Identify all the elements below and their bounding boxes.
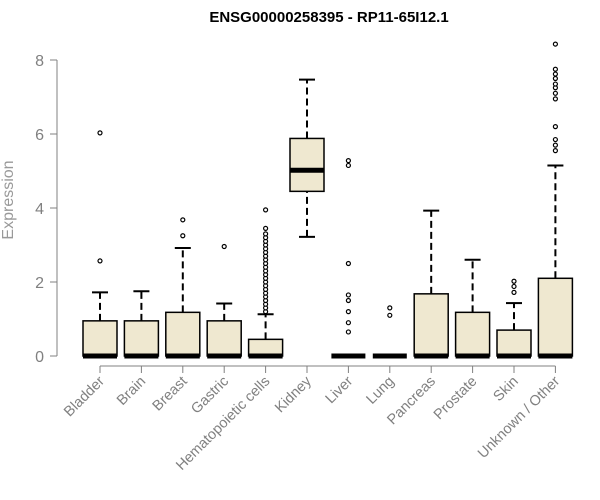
box-iqr — [82, 320, 118, 357]
outlier-point — [263, 225, 269, 231]
box-iqr — [537, 277, 574, 357]
outlier-point — [552, 41, 559, 47]
outlier-point — [552, 136, 559, 143]
outlier-point — [345, 158, 351, 164]
outlier-point — [345, 297, 351, 304]
outlier-point — [345, 162, 351, 169]
box-bladder — [82, 130, 118, 359]
box-series — [82, 41, 574, 359]
outlier-point — [511, 278, 517, 284]
outlier-point — [552, 75, 559, 82]
box-gastric — [206, 243, 242, 359]
box-prostate — [454, 258, 491, 359]
box-unknown-other — [537, 41, 574, 359]
box-pancreas — [413, 209, 449, 359]
box-iqr — [413, 293, 449, 357]
box-iqr — [289, 137, 325, 193]
x-tick-label: Breast — [150, 374, 191, 415]
box-lung — [372, 305, 407, 359]
box-iqr — [496, 329, 532, 357]
outlier-point — [387, 305, 393, 311]
outlier-point — [552, 96, 559, 102]
outlier-point — [511, 283, 517, 290]
box-skin — [496, 278, 532, 359]
x-tick-label: Liver — [323, 373, 357, 407]
box-brain — [123, 290, 160, 359]
box-iqr — [454, 311, 491, 357]
box-iqr — [123, 320, 160, 357]
outlier-point — [552, 123, 559, 130]
outlier-point — [345, 292, 351, 298]
y-tick-label: 2 — [35, 275, 44, 292]
x-tick-label: Kidney — [272, 373, 315, 416]
chart-title: ENSG00000258395 - RP11-65I12.1 — [209, 9, 448, 26]
outlier-point — [552, 66, 559, 72]
y-tick-label: 0 — [35, 349, 44, 366]
outlier-point — [97, 258, 103, 264]
outlier-point — [97, 130, 103, 136]
y-tick-label: 4 — [35, 201, 44, 218]
outlier-point — [263, 231, 269, 237]
y-axis-label: Expression — [0, 160, 17, 239]
box-hematopoietic-cells — [247, 207, 284, 359]
x-tick-label: Lung — [363, 374, 397, 408]
outlier-point — [552, 81, 559, 87]
outlier-point — [552, 148, 559, 154]
outlier-point — [345, 329, 351, 335]
outlier-point — [180, 217, 186, 223]
x-tick-label: Bladder — [61, 373, 108, 420]
outlier-point — [552, 142, 559, 148]
box-iqr — [206, 320, 242, 357]
outlier-point — [345, 320, 351, 326]
y-axis: 0 2 4 6 8 — [35, 53, 58, 366]
outlier-point — [345, 309, 351, 315]
box-breast — [165, 217, 201, 359]
outlier-point — [345, 260, 351, 267]
outlier-point — [180, 233, 186, 239]
x-tick-label: Prostate — [431, 374, 480, 423]
y-tick-label: 8 — [35, 53, 44, 70]
outlier-point — [511, 289, 517, 295]
box-iqr — [165, 311, 201, 357]
outlier-point — [221, 243, 227, 250]
outlier-point — [263, 207, 269, 213]
box-kidney — [289, 78, 325, 238]
x-tick-label: Brain — [114, 374, 149, 409]
outlier-point — [552, 90, 559, 96]
outlier-point — [552, 71, 559, 77]
x-tick-label: Skin — [491, 374, 522, 405]
box-liver — [331, 158, 366, 359]
y-tick-label: 6 — [35, 127, 44, 144]
outlier-point — [387, 312, 393, 318]
